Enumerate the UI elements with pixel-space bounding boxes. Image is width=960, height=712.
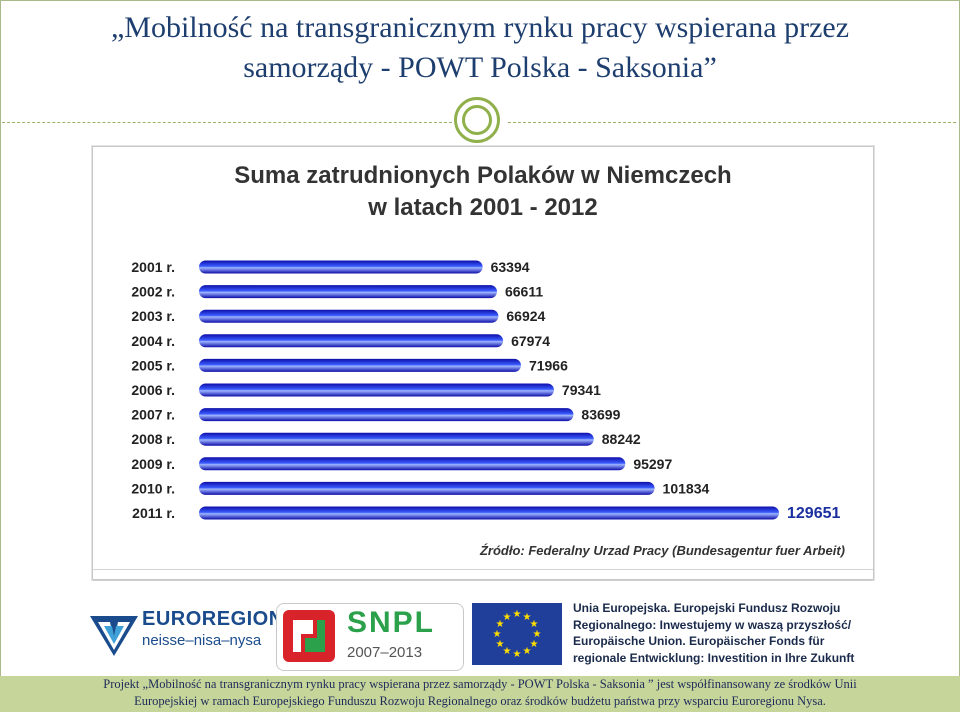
- eu-text-line-2: Regionalnego: Inwestujemy w waszą przysz…: [573, 617, 852, 632]
- value-label: 66924: [506, 308, 545, 324]
- category-label: 2007 r.: [131, 407, 175, 423]
- category-label: 2010 r.: [131, 480, 175, 496]
- eu-text-line-4: regionale Entwicklung: Investition in Ih…: [573, 650, 855, 665]
- euroregion-mark-icon: [90, 616, 138, 656]
- snpl-logo: SNPL 2007–2013: [276, 603, 464, 671]
- svg-text:★: ★: [523, 646, 532, 657]
- euroregion-logo: EUROREGION neisse–nisa–nysa: [88, 606, 283, 662]
- bar: [199, 358, 521, 372]
- svg-text:★: ★: [503, 612, 512, 623]
- bar: [199, 260, 483, 274]
- category-label: 2003 r.: [131, 308, 175, 324]
- value-label: 83699: [581, 407, 620, 423]
- value-label: 88242: [602, 431, 641, 447]
- bar: [199, 309, 499, 323]
- value-label: 63394: [491, 259, 530, 275]
- footer-banner: Projekt „Mobilność na transgranicznym ry…: [0, 676, 960, 712]
- title-divider-left: [2, 122, 452, 123]
- chart-title-line-2: w latach 2001 - 2012: [367, 194, 597, 221]
- bar: [199, 457, 626, 471]
- bar: [199, 383, 554, 397]
- category-label: 2011 r.: [132, 505, 175, 521]
- eu-flag-icon: ★ ★ ★ ★ ★ ★ ★ ★ ★ ★ ★ ★: [472, 603, 562, 665]
- bar: [199, 481, 655, 495]
- euroregion-subtitle: neisse–nisa–nysa: [142, 632, 262, 649]
- category-label: 2009 r.: [131, 456, 175, 472]
- snpl-mark-icon: [283, 610, 335, 662]
- eu-text-line-1: Unia Europejska. Europejski Fundusz Rozw…: [573, 601, 841, 615]
- value-label: 66611: [505, 284, 543, 300]
- snpl-years: 2007–2013: [347, 644, 423, 661]
- svg-text:★: ★: [530, 619, 539, 630]
- chart-panel: Suma zatrudnionych Polaków w Niemczech w…: [92, 146, 874, 581]
- svg-text:★: ★: [530, 639, 539, 650]
- chart-source-note: Źródło: Federalny Urzad Pracy (Bundesage…: [479, 543, 845, 558]
- bar-chart: Suma zatrudnionych Polaków w Niemczech w…: [131, 162, 845, 558]
- value-label: 95297: [633, 456, 672, 472]
- svg-text:★: ★: [523, 612, 532, 623]
- footer-line-2: Europejskiej w ramach Europejskiego Fund…: [134, 694, 826, 708]
- divider-ring-ornament: [454, 97, 500, 143]
- svg-text:★: ★: [496, 619, 505, 630]
- category-label: 2008 r.: [131, 431, 175, 447]
- svg-text:★: ★: [493, 629, 502, 640]
- bar: [199, 334, 504, 348]
- value-label: 79341: [562, 382, 601, 398]
- svg-text:★: ★: [513, 649, 522, 660]
- bar: [199, 285, 497, 299]
- bar: [199, 432, 594, 446]
- slide-title: „Mobilność na transgranicznym rynku prac…: [0, 8, 960, 88]
- snpl-name: SNPL: [347, 606, 436, 639]
- bar: [199, 506, 779, 520]
- value-label: 71966: [529, 357, 568, 373]
- slide-title-line-2: samorządy - POWT Polska - Saksonia”: [243, 51, 717, 84]
- value-label: 129651: [787, 505, 840, 522]
- bars-group: 2001 r. 63394 2002 r. 66611 2003 r. 66924 2004…: [131, 259, 840, 522]
- bar: [199, 408, 574, 422]
- category-label: 2001 r.: [131, 259, 175, 275]
- category-label: 2004 r.: [131, 333, 175, 349]
- eu-text-line-3: Europäische Union. Europäischer Fonds fü…: [573, 634, 825, 648]
- slide-title-line-1: „Mobilność na transgranicznym rynku prac…: [110, 11, 850, 44]
- category-label: 2005 r.: [131, 357, 175, 373]
- euroregion-name: EUROREGION: [142, 608, 284, 630]
- eu-funding-text: Unia Europejska. Europejski Fundusz Rozw…: [573, 600, 878, 666]
- logo-strip: EUROREGION neisse–nisa–nysa SNPL 2007–20…: [88, 600, 878, 672]
- svg-text:★: ★: [513, 609, 522, 620]
- value-label: 67974: [511, 333, 550, 349]
- svg-text:★: ★: [496, 639, 505, 650]
- value-label: 101834: [663, 480, 710, 496]
- title-divider-right: [508, 122, 956, 123]
- chart-title-line-1: Suma zatrudnionych Polaków w Niemczech: [234, 162, 731, 189]
- footer-line-1: Projekt „Mobilność na transgranicznym ry…: [103, 677, 857, 691]
- category-label: 2006 r.: [131, 382, 175, 398]
- svg-text:★: ★: [503, 646, 512, 657]
- svg-text:★: ★: [533, 629, 542, 640]
- category-label: 2002 r.: [131, 284, 175, 300]
